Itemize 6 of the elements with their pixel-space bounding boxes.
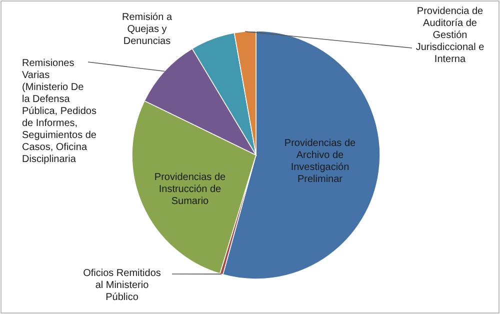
slice-label: Remisión a Quejas y Denuncias [122, 12, 172, 47]
category-label: Remisiones Varias (Ministerio De la Defensa Pública, Pedidos de Informes, Seguimientos de Casos, Oficina Disciplinaria [22, 58, 96, 165]
slice-label: Providencias de Archivo de Investigación Preliminar [284, 138, 356, 185]
slice-label: Providencias de Instrucción de Sumario [154, 172, 226, 207]
slice-label: Oficios Remitidos al Ministerio Público [83, 268, 161, 303]
slice-label: Providencia de Auditoría de Gestión Jurisdiccional e Interna [416, 6, 485, 65]
